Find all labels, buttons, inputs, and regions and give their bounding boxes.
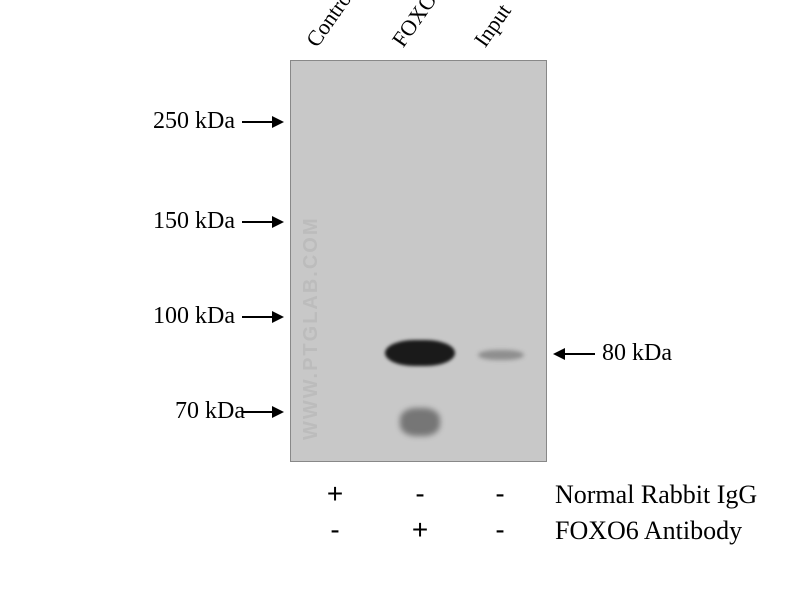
cond-r2-l1: - [320,514,350,546]
lane-label-input: Input [469,0,517,52]
cond-r1-l3: - [485,478,515,510]
band-arrow-80kda [555,353,595,355]
cond-r2-l3: - [485,514,515,546]
cond-label-foxo6-antibody: FOXO6 Antibody [555,516,742,546]
cond-r2-l2: + [405,514,435,546]
cond-r1-l1: + [320,478,350,510]
mw-arrow-250 [242,121,282,123]
mw-arrow-100 [242,316,282,318]
mw-arrow-70 [242,411,282,413]
lane-label-control-igg: Control IgG [301,0,384,52]
mw-label-250: 250 kDa [125,108,235,135]
cond-label-normal-rabbit-igg: Normal Rabbit IgG [555,480,757,510]
cond-r1-l2: - [405,478,435,510]
figure-container: WWW.PTGLAB.COM Control IgG FOXO6 Input 2… [0,0,800,600]
mw-arrow-150 [242,221,282,223]
band-foxo6-smudge [400,408,440,436]
mw-label-150: 150 kDa [125,208,235,235]
band-input-faint [478,350,524,360]
lane-label-foxo6: FOXO6 [387,0,449,52]
mw-label-70: 70 kDa [135,398,245,425]
band-foxo6-main [385,340,455,366]
band-label-80kda: 80 kDa [602,340,672,367]
blot-image-area [290,60,547,462]
mw-label-100: 100 kDa [125,303,235,330]
